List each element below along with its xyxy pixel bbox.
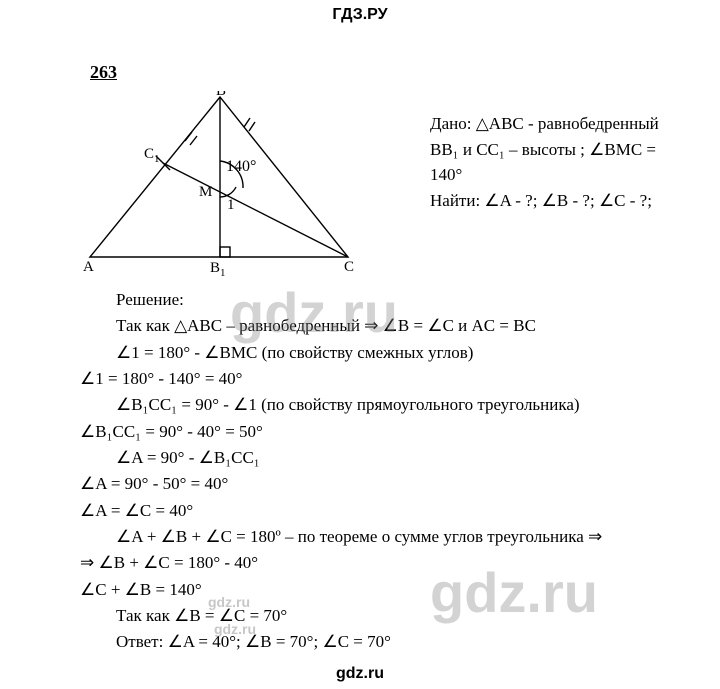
given-line-3: Найти: ∠A - ?; ∠B - ?; ∠C - ?; (430, 188, 660, 214)
page-content: 263 A B C B1 (0, 24, 720, 656)
vertex-C1: C1 (144, 146, 160, 165)
sol-line-4: ∠B₁CC₁ = 90° - ∠1 (по свойству прямоугол… (80, 392, 660, 418)
point-M: M (199, 184, 212, 200)
sol-line-12: Так как ∠B = ∠C = 70° (80, 603, 660, 629)
vertex-B: B (216, 91, 226, 99)
vertex-B1: B1 (210, 260, 226, 276)
solution-block: Решение: Так как △ABC – равнобедренный ⇒… (80, 287, 660, 656)
angle-140: 140° (226, 158, 256, 175)
solution-title: Решение: (80, 287, 660, 313)
sol-line-10: ⇒ ∠B + ∠C = 180° - 40° (80, 550, 660, 576)
vertex-C: C (344, 259, 354, 275)
sol-line-9: ∠A + ∠B + ∠C = 180º – по теореме о сумме… (80, 524, 660, 550)
sol-line-7: ∠A = 90° - 50° = 40° (80, 471, 660, 497)
vertex-A: A (83, 259, 94, 275)
sol-line-13: Ответ: ∠A = 40°; ∠B = 70°; ∠C = 70° (80, 629, 660, 655)
site-header: ГДЗ.РУ (0, 0, 720, 24)
sol-line-6: ∠A = 90° - ∠B₁CC₁ (80, 445, 660, 471)
angle-1: 1 (227, 197, 235, 213)
sol-line-5: ∠B₁CC₁ = 90° - 40° = 50° (80, 419, 660, 445)
top-row: A B C B1 C1 M 1 140° Дано: △ABC - равноб… (80, 91, 660, 281)
triangle-diagram: A B C B1 C1 M 1 140° (80, 91, 360, 281)
sol-line-3: ∠1 = 180° - 140° = 40° (80, 366, 660, 392)
site-footer: gdz.ru (0, 665, 720, 683)
given-block: Дано: △ABC - равнобедренный BB₁ и CC₁ – … (360, 91, 660, 213)
problem-number: 263 (90, 62, 660, 83)
sol-line-8: ∠A = ∠C = 40° (80, 498, 660, 524)
given-line-1: Дано: △ABC - равнобедренный (430, 111, 660, 137)
sol-line-1: Так как △ABC – равнобедренный ⇒ ∠B = ∠C … (80, 313, 660, 339)
given-line-2: BB₁ и CC₁ – высоты ; ∠BMC = 140° (430, 137, 660, 188)
sol-line-2: ∠1 = 180° - ∠BMC (по свойству смежных уг… (80, 340, 660, 366)
sol-line-11: ∠C + ∠B = 140° (80, 577, 660, 603)
